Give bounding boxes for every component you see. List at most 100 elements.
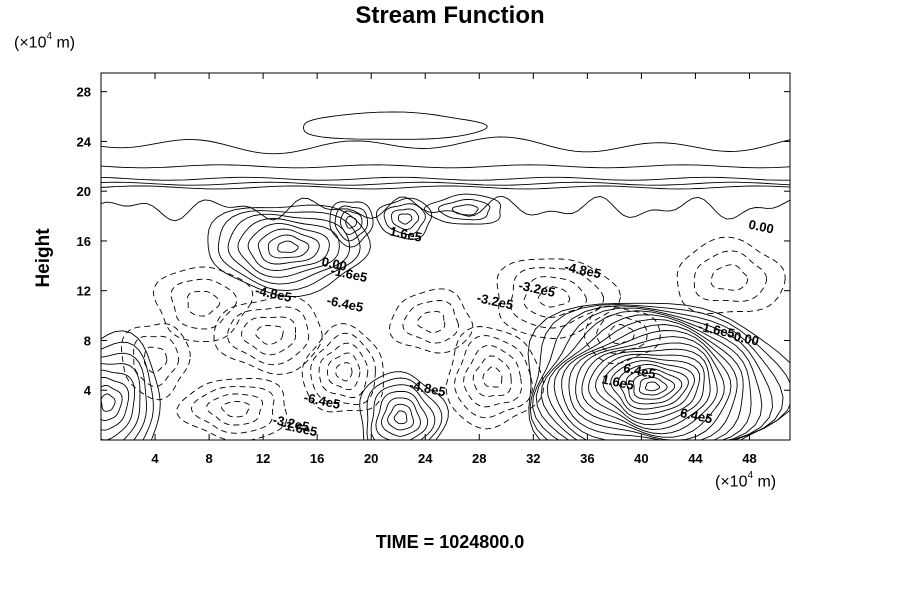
- contour-line: [267, 234, 310, 259]
- contour-line: [255, 324, 284, 345]
- contour-line: [101, 377, 130, 431]
- contour-line: [329, 201, 374, 248]
- contour-line: [101, 363, 141, 440]
- x-tick-label: 24: [418, 451, 433, 466]
- contour-line: [482, 366, 503, 388]
- contour-line: [393, 410, 408, 425]
- contour-line: [170, 278, 238, 330]
- contour-line: [318, 342, 369, 399]
- contour-line: [529, 304, 790, 440]
- contour-band: [101, 136, 790, 155]
- contour-line: [359, 371, 449, 440]
- x-tick-label: 12: [256, 451, 270, 466]
- contour-label: 6.4e5: [622, 360, 657, 381]
- contour-label: -6.4e5: [326, 293, 365, 315]
- contour-band: [101, 181, 790, 186]
- x-tick-label: 32: [526, 451, 540, 466]
- plot-frame: [100, 72, 791, 441]
- contour-line: [247, 223, 330, 272]
- contour-line: [553, 318, 744, 440]
- contour-line: [101, 330, 161, 440]
- contour-line: [383, 203, 426, 236]
- contour-line: [584, 305, 661, 365]
- contour-line: [437, 198, 491, 221]
- contour-line: [575, 336, 725, 438]
- contour-line: [143, 346, 168, 374]
- contour-line: [370, 384, 436, 440]
- contour-label: -1.6e5: [697, 319, 736, 341]
- contour-line: [676, 236, 786, 315]
- contour-line: [608, 323, 635, 344]
- contour-line: [540, 310, 763, 440]
- contour-line: [537, 285, 571, 308]
- contour-line: [101, 195, 790, 222]
- contour-line: [121, 323, 191, 401]
- contour-label: -4.8e5: [408, 377, 447, 399]
- x-axis-unit: (×104 m): [715, 470, 777, 491]
- contour-line: [303, 111, 488, 140]
- x-tick-label: 48: [742, 451, 756, 466]
- contour-label: 1.6e5: [388, 223, 423, 244]
- contour-line: [241, 316, 296, 356]
- contour-label: -4.8e5: [254, 283, 293, 305]
- contour-line: [375, 197, 433, 240]
- contour-line: [532, 305, 784, 440]
- contour-label: -6.4e5: [303, 390, 342, 412]
- y-tick-label: 4: [84, 383, 92, 398]
- contour-label: 0.00: [747, 217, 775, 237]
- contour-line: [625, 368, 683, 405]
- contour-line: [339, 210, 363, 235]
- contour-line: [133, 335, 180, 387]
- contour-label: 0.00: [732, 329, 760, 349]
- contour-line: [581, 342, 718, 435]
- x-tick-label: 8: [205, 451, 212, 466]
- contour-line: [389, 288, 474, 354]
- contour-line: [190, 386, 275, 434]
- contour-line: [644, 381, 661, 392]
- contour-line: [345, 215, 357, 229]
- contour-label: -3.2e5: [475, 290, 514, 312]
- contour-label: -1.6e5: [280, 417, 319, 439]
- contour-line: [101, 352, 147, 440]
- contour-line: [546, 314, 752, 440]
- y-tick-label: 12: [77, 284, 91, 299]
- contour-line: [416, 311, 446, 334]
- chart-title: Stream Function: [355, 2, 545, 29]
- contour-band: [101, 164, 790, 169]
- contour-line: [451, 204, 479, 216]
- contour-line: [472, 355, 512, 397]
- contour-line: [693, 250, 768, 302]
- contour-label: 0.00: [320, 254, 348, 274]
- contour-line: [535, 307, 773, 440]
- contour-line: [568, 330, 732, 440]
- contour-line: [301, 323, 384, 413]
- contour-line: [186, 290, 221, 317]
- x-tick-label: 28: [472, 451, 486, 466]
- contour-line: [397, 213, 413, 225]
- contour-line: [277, 240, 299, 253]
- x-tick-label: 16: [310, 451, 324, 466]
- contour-label: 6.4e5: [679, 405, 714, 426]
- contour-line: [213, 295, 323, 375]
- contour-line: [561, 324, 738, 440]
- contour-band: [101, 185, 790, 190]
- contour-line: [310, 332, 376, 406]
- x-tick-label: 44: [688, 451, 703, 466]
- contour-line: [227, 306, 310, 366]
- contour-label: 1.6e5: [601, 371, 636, 392]
- y-tick-label: 24: [77, 134, 92, 149]
- contour-line: [595, 353, 705, 426]
- contour-line: [381, 397, 421, 437]
- contour-line: [334, 205, 368, 242]
- contour-line: [638, 377, 668, 396]
- contour-label: -4.8e5: [563, 259, 602, 281]
- contour-line: [101, 384, 123, 421]
- contour-line: [391, 208, 420, 230]
- contour-line: [227, 213, 351, 285]
- contour-line: [221, 400, 251, 418]
- contour-line: [101, 393, 116, 412]
- y-tick-label: 20: [77, 184, 91, 199]
- contour-line: [445, 326, 545, 430]
- contour-line: [237, 218, 340, 278]
